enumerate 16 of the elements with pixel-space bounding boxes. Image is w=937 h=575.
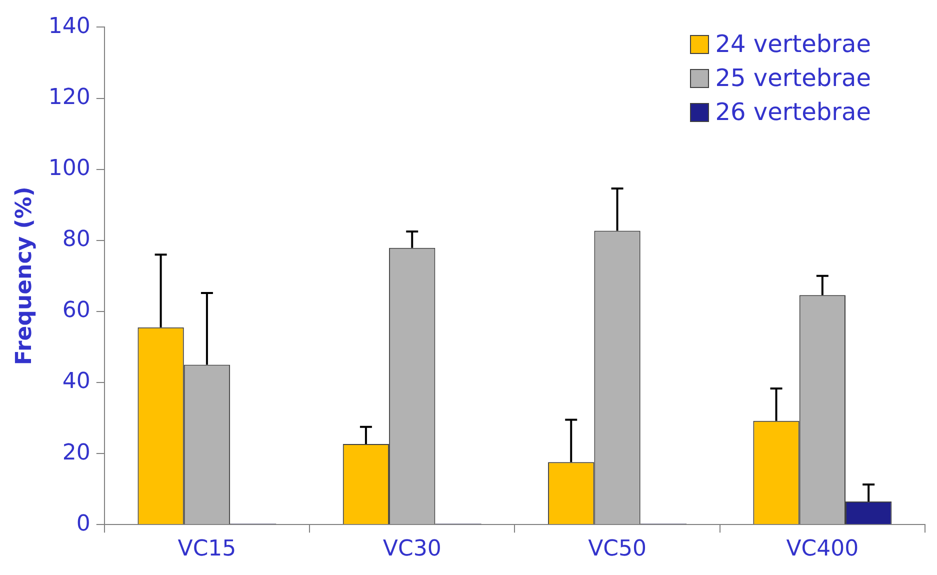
x-tick-label: VC30 bbox=[382, 536, 442, 562]
x-tick-label: VC15 bbox=[178, 536, 236, 562]
y-tick-label: 40 bbox=[62, 369, 90, 394]
y-tick-label: 120 bbox=[48, 84, 90, 110]
y-tick-label: 140 bbox=[48, 14, 90, 39]
x-tick-label: VC400 bbox=[786, 536, 859, 562]
legend-label: 25 vertebrae bbox=[715, 64, 871, 92]
y-tick-label: 100 bbox=[48, 156, 90, 182]
y-tick-label: 60 bbox=[62, 298, 90, 324]
y-tick-label: 0 bbox=[76, 511, 90, 536]
y-tick-label: 80 bbox=[62, 227, 90, 252]
y-tick-label: 20 bbox=[62, 440, 90, 466]
x-tick-label: VC50 bbox=[588, 536, 646, 562]
y-axis-title: Frequency (%) bbox=[12, 186, 37, 366]
legend-label: 24 vertebrae bbox=[715, 30, 871, 58]
legend-label: 26 vertebrae bbox=[715, 98, 871, 126]
